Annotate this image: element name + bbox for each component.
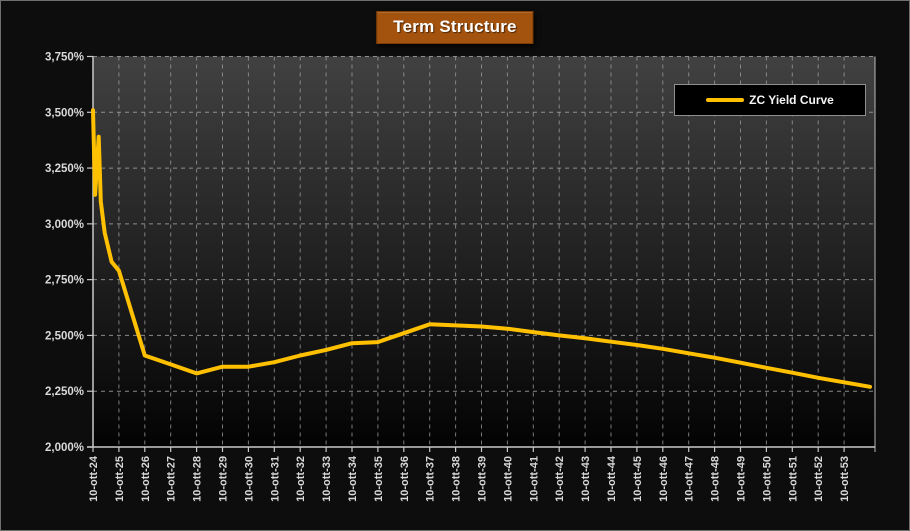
svg-text:2,250%: 2,250%: [45, 386, 84, 398]
svg-text:10-ott-48: 10-ott-48: [710, 456, 722, 502]
legend: ZC Yield Curve: [674, 84, 866, 116]
legend-series-label: ZC Yield Curve: [749, 93, 834, 107]
svg-text:10-ott-44: 10-ott-44: [606, 455, 618, 502]
svg-text:10-ott-30: 10-ott-30: [243, 456, 255, 502]
x-axis-labels: 10-ott-24 10-ott-25 10-ott-26 10-ott-27 10-o…: [88, 447, 851, 502]
svg-text:10-ott-47: 10-ott-47: [684, 456, 696, 502]
svg-text:3,000%: 3,000%: [45, 219, 84, 231]
y-axis-labels: 3,750% 3,500% 3,250% 3,000% 2,750% 2,500% 2,25…: [45, 52, 93, 454]
plot-area: [93, 56, 875, 447]
svg-text:10-ott-33: 10-ott-33: [321, 456, 333, 502]
series-zc-yield-curve: [91, 108, 872, 389]
svg-text:10-ott-41: 10-ott-41: [528, 456, 540, 502]
svg-text:2,000%: 2,000%: [45, 442, 84, 454]
svg-text:10-ott-49: 10-ott-49: [736, 456, 748, 502]
svg-text:2,500%: 2,500%: [45, 330, 84, 342]
svg-text:3,500%: 3,500%: [45, 107, 84, 119]
series-line-zc-yield-curve: [91, 108, 872, 389]
svg-text:10-ott-26: 10-ott-26: [140, 456, 152, 502]
legend-line-swatch: [706, 98, 745, 102]
svg-text:3,750%: 3,750%: [45, 52, 84, 64]
svg-text:3,250%: 3,250%: [45, 163, 84, 175]
svg-text:10-ott-36: 10-ott-36: [399, 456, 411, 502]
svg-text:10-ott-31: 10-ott-31: [269, 456, 281, 502]
svg-text:10-ott-24: 10-ott-24: [88, 455, 100, 502]
svg-text:10-ott-27: 10-ott-27: [166, 456, 178, 502]
svg-text:10-ott-37: 10-ott-37: [425, 456, 437, 502]
svg-text:10-ott-25: 10-ott-25: [114, 456, 126, 502]
svg-text:2,750%: 2,750%: [45, 275, 84, 287]
chart-title: Term Structure: [376, 11, 534, 44]
svg-text:10-ott-35: 10-ott-35: [373, 456, 385, 502]
svg-text:10-ott-45: 10-ott-45: [632, 456, 644, 502]
svg-text:10-ott-39: 10-ott-39: [477, 456, 489, 502]
svg-text:10-ott-51: 10-ott-51: [787, 456, 799, 502]
svg-text:10-ott-38: 10-ott-38: [451, 456, 463, 502]
svg-text:10-ott-29: 10-ott-29: [218, 456, 230, 502]
svg-text:10-ott-40: 10-ott-40: [502, 456, 514, 502]
svg-text:10-ott-42: 10-ott-42: [554, 456, 566, 502]
svg-text:10-ott-43: 10-ott-43: [580, 456, 592, 502]
svg-text:10-ott-32: 10-ott-32: [295, 456, 307, 502]
svg-text:10-ott-53: 10-ott-53: [839, 456, 851, 502]
svg-text:10-ott-28: 10-ott-28: [192, 456, 204, 502]
svg-text:10-ott-46: 10-ott-46: [658, 456, 670, 502]
svg-text:10-ott-52: 10-ott-52: [813, 456, 825, 502]
svg-text:10-ott-50: 10-ott-50: [761, 456, 773, 502]
gridlines: [93, 56, 875, 447]
svg-text:10-ott-34: 10-ott-34: [347, 455, 359, 502]
